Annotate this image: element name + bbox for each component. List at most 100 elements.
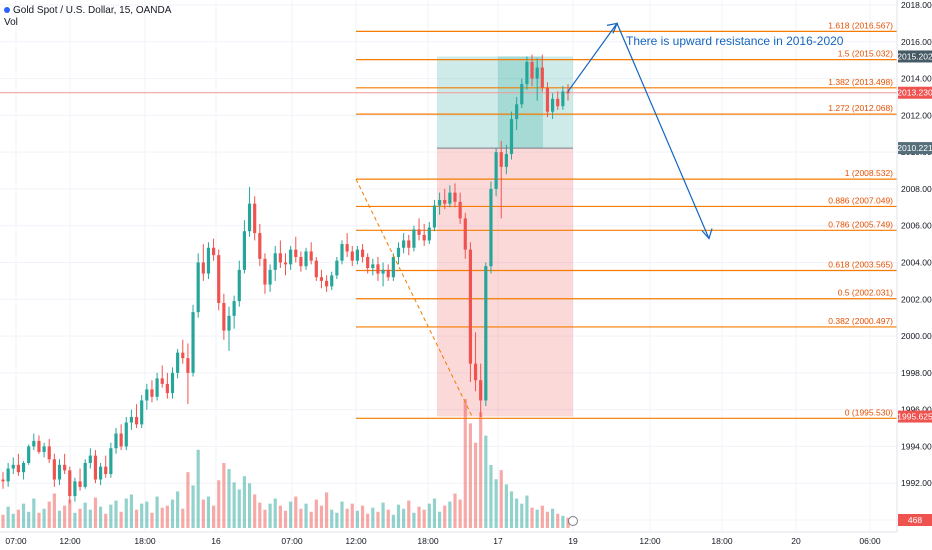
volume-bar (98, 506, 103, 528)
time-tick-label: 18:00 (417, 536, 439, 546)
candle-body (417, 229, 421, 235)
candle-body (57, 464, 62, 480)
candle-body (324, 280, 329, 287)
time-tick-label: 12:00 (639, 536, 661, 546)
volume-bar (57, 510, 62, 528)
candle-body (47, 446, 51, 460)
price-tick-label: 2002.000 (901, 294, 932, 304)
volume-bar (335, 512, 339, 528)
volume-bar (299, 508, 303, 528)
volume-bar (186, 472, 190, 528)
volume-bar (47, 501, 51, 528)
candle-body (371, 264, 375, 269)
symbol-title: Gold Spot / U.S. Dollar, 15, OANDA (13, 5, 172, 16)
loss-zone (437, 148, 573, 417)
candle-body (294, 249, 298, 257)
volume-bar (437, 511, 442, 528)
volume-bar (196, 449, 200, 528)
volume-bar (453, 493, 457, 528)
time-tick-label: 07:00 (5, 536, 27, 546)
chart-grid (0, 0, 897, 532)
candle-body (432, 205, 437, 228)
candle-body (21, 462, 26, 473)
fib-anchor-line (355, 178, 474, 419)
candle-body (211, 247, 216, 256)
candle-body (73, 481, 77, 497)
candle-body (32, 440, 36, 447)
time-axis[interactable]: 07:00 12:00 18:00 16 07:00 12:00 18:00 17 19 12:0… (0, 531, 897, 546)
fib-level-label: 0.5 (2002.031) (838, 288, 893, 298)
high-price-tag-bg (898, 50, 932, 63)
volume-bar (109, 504, 113, 528)
candle-body (355, 249, 360, 261)
last-price-tag: 2013.230 (897, 88, 932, 98)
volume-bar (417, 506, 421, 528)
volume-bar (304, 503, 308, 528)
fibonacci-levels: 1.618 (2016.567) 1.5 (2015.032) 1.382 (201… (356, 20, 897, 419)
volume-bar (145, 501, 149, 528)
volume-bar (140, 503, 144, 528)
volume-bar (6, 506, 10, 528)
volume-bar (124, 498, 128, 528)
candle-body (299, 256, 303, 267)
candle-body (289, 249, 293, 265)
candle-body (63, 464, 67, 471)
volume-bar (509, 491, 514, 528)
candle-body (396, 247, 401, 257)
candle-body (412, 229, 416, 248)
volume-bar (324, 492, 329, 528)
time-tick-label: 12:00 (59, 536, 81, 546)
candle-body (402, 240, 406, 248)
candle-body (124, 422, 128, 447)
candle-body (150, 389, 154, 397)
candle-body (247, 203, 252, 232)
volume-bar (530, 507, 534, 528)
volume-bar (176, 491, 180, 528)
volume-bar (268, 503, 272, 528)
volume-bar (489, 465, 493, 528)
volume-bar (27, 511, 31, 528)
volume-bar (355, 510, 360, 528)
time-tick-label: 18:00 (134, 536, 156, 546)
low-price-tag-bg (898, 410, 932, 423)
arrow-head-down-icon (701, 228, 713, 240)
volume-bar (566, 517, 570, 528)
volume-bar (309, 511, 313, 528)
volume-bar (73, 512, 77, 528)
volume-bar (88, 509, 92, 528)
trend-drawings[interactable] (355, 22, 713, 419)
volume-bar (155, 496, 159, 528)
price-axis[interactable]: 2018.0002016.0002014.0002012.0002010.000… (896, 0, 932, 532)
volume-bar (371, 507, 375, 528)
time-tick-label: 19 (568, 536, 578, 546)
candle-body (360, 249, 365, 257)
volume-bar (520, 503, 524, 528)
price-tick-label: 2016.000 (901, 37, 932, 47)
price-tick-label: 1994.000 (901, 441, 932, 451)
profit-zone (437, 56, 573, 149)
volume-bar (504, 484, 508, 528)
candle-body (479, 380, 483, 401)
candle-body (186, 358, 190, 373)
fib-level-label: 0.886 (2007.049) (828, 195, 893, 205)
volume-bar (242, 476, 247, 528)
volume-bar (1, 514, 5, 528)
candle-body (263, 258, 267, 285)
candle-body (98, 466, 103, 480)
volume-bar (289, 501, 293, 528)
fib-level-label: 1.5 (2015.032) (838, 49, 893, 59)
candle-body (484, 266, 488, 401)
volume-bar (515, 498, 519, 528)
candle-body (140, 400, 144, 425)
candle-body (1, 479, 5, 482)
volume-bar (376, 511, 380, 528)
volume-bar (201, 499, 205, 528)
volume-label: Vol (4, 17, 18, 28)
candle-body (473, 363, 478, 381)
candle-body (494, 152, 498, 189)
volume-bar (494, 479, 498, 528)
candle-body (37, 440, 41, 452)
arrow-head-up-icon (606, 22, 618, 34)
candle-body (504, 153, 508, 167)
